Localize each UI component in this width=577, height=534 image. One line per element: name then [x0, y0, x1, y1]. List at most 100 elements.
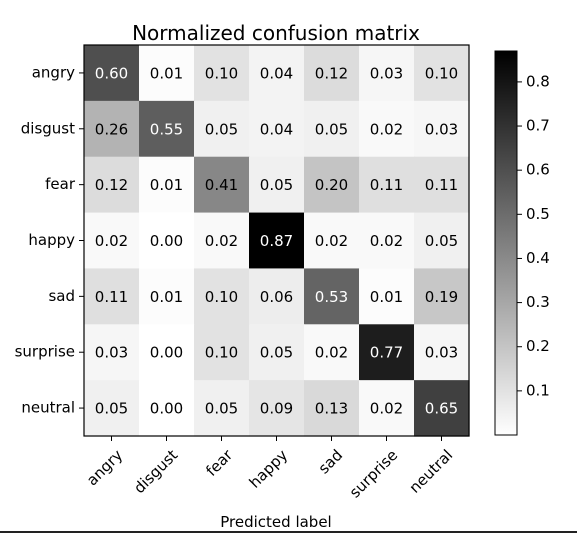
matrix-cell [304, 100, 360, 158]
colorbar-tick-label: 0.6 [526, 161, 550, 179]
colorbar-tick-label: 0.5 [526, 205, 550, 223]
colorbar-gradient [494, 50, 518, 436]
matrix-cell [414, 45, 470, 102]
matrix-cell [414, 156, 470, 214]
y-tick-label: neutral [21, 399, 75, 417]
matrix-cell [359, 100, 415, 158]
x-tick-label: fear [202, 445, 236, 479]
y-tick-label: happy [28, 231, 75, 249]
matrix-cell [304, 156, 360, 214]
cell-value-label: 0.11 [95, 288, 128, 306]
cell-value-label: 0.02 [315, 232, 348, 250]
colorbar: 0.1 0.2 0.3 0.4 0.5 0.6 0.7 0.8 [494, 50, 550, 436]
matrix-cell [139, 268, 195, 325]
cell-value-label: 0.11 [370, 176, 403, 194]
y-tick-label: fear [45, 175, 76, 193]
matrix-cell-labels: 0.60 0.01 0.10 0.04 0.12 0.03 0.10 0.26 0.55 0.05… [95, 64, 458, 417]
colorbar-tick-label: 0.3 [526, 293, 550, 311]
cell-value-label: 0.00 [150, 400, 183, 418]
cell-value-label: 0.10 [205, 344, 238, 362]
cell-value-label: 0.02 [370, 120, 403, 138]
cell-value-label: 0.03 [95, 344, 128, 362]
y-tick-label: disgust [21, 119, 75, 137]
cell-value-label: 0.20 [315, 176, 348, 194]
cell-value-label: 0.65 [425, 400, 458, 418]
colorbar-tick-label: 0.1 [526, 381, 550, 399]
matrix-cell [139, 45, 195, 102]
matrix-cell [194, 156, 250, 214]
matrix-cell [194, 212, 250, 270]
matrix-cell [84, 212, 140, 270]
matrix-cell [359, 212, 415, 270]
matrix-cell [359, 380, 415, 437]
x-tick-label: angry [83, 446, 126, 489]
matrix-cell [359, 45, 415, 102]
matrix-cell [84, 324, 140, 381]
cell-value-label: 0.06 [260, 288, 293, 306]
cell-value-label: 0.05 [425, 232, 458, 250]
cell-value-label: 0.04 [260, 120, 293, 138]
cell-value-label: 0.05 [260, 176, 293, 194]
cell-value-label: 0.03 [370, 64, 403, 82]
matrix-cell [84, 100, 140, 158]
matrix-cell [304, 212, 360, 270]
cell-value-label: 0.12 [95, 176, 128, 194]
matrix-cell [249, 212, 305, 270]
cell-value-label: 0.02 [315, 344, 348, 362]
y-tick-labels: angry disgust fear happy sad surprise neutral [15, 63, 84, 417]
cell-value-label: 0.02 [370, 400, 403, 418]
matrix-cell [304, 268, 360, 325]
matrix-cell [249, 380, 305, 437]
colorbar-tick-label: 0.8 [526, 72, 550, 90]
matrix-cell [414, 268, 470, 325]
x-tick-labels: angry disgust fear happy sad surprise neutral [83, 436, 456, 501]
cell-value-label: 0.53 [315, 288, 348, 306]
cell-value-label: 0.02 [205, 232, 238, 250]
x-tick-label: neutral [406, 446, 457, 497]
matrix-cell [84, 45, 140, 102]
cell-value-label: 0.13 [315, 400, 348, 418]
cell-value-label: 0.55 [150, 120, 183, 138]
cell-value-label: 0.05 [205, 120, 238, 138]
matrix-cell [194, 100, 250, 158]
matrix-cell [359, 324, 415, 381]
matrix-cell [84, 156, 140, 214]
colorbar-tick-label: 0.4 [526, 249, 550, 267]
matrix-cell [139, 100, 195, 158]
cell-value-label: 0.05 [205, 400, 238, 418]
matrix-cell [194, 380, 250, 437]
x-tick-label: happy [246, 446, 292, 492]
matrix-cell [304, 324, 360, 381]
x-tick-label: sad [315, 446, 346, 477]
matrix-cell [139, 212, 195, 270]
cell-value-label: 0.05 [260, 344, 293, 362]
x-tick-label: surprise [346, 446, 401, 501]
cell-value-label: 0.03 [425, 120, 458, 138]
cell-value-label: 0.01 [150, 288, 183, 306]
cell-value-label: 0.19 [425, 288, 458, 306]
colorbar-tick-label: 0.2 [526, 337, 550, 355]
matrix-cell [139, 380, 195, 437]
matrix-cell [359, 268, 415, 325]
cell-value-label: 0.05 [315, 120, 348, 138]
matrix-cell [414, 324, 470, 381]
matrix-cell [194, 45, 250, 102]
cell-value-label: 0.26 [95, 120, 128, 138]
cell-value-label: 0.10 [205, 288, 238, 306]
cell-value-label: 0.10 [425, 64, 458, 82]
matrix-cell [194, 268, 250, 325]
matrix-cell [249, 268, 305, 325]
cell-value-label: 0.41 [205, 176, 238, 194]
cell-value-label: 0.77 [370, 344, 403, 362]
cell-value-label: 0.11 [425, 176, 458, 194]
cell-value-label: 0.87 [260, 232, 293, 250]
matrix-cell [359, 156, 415, 214]
matrix-cell [249, 156, 305, 214]
cell-value-label: 0.60 [95, 64, 128, 82]
y-tick-label: surprise [15, 343, 75, 361]
matrix-cell [139, 324, 195, 381]
cell-value-label: 0.02 [95, 232, 128, 250]
matrix-cell [414, 380, 470, 437]
matrix-cell [84, 268, 140, 325]
